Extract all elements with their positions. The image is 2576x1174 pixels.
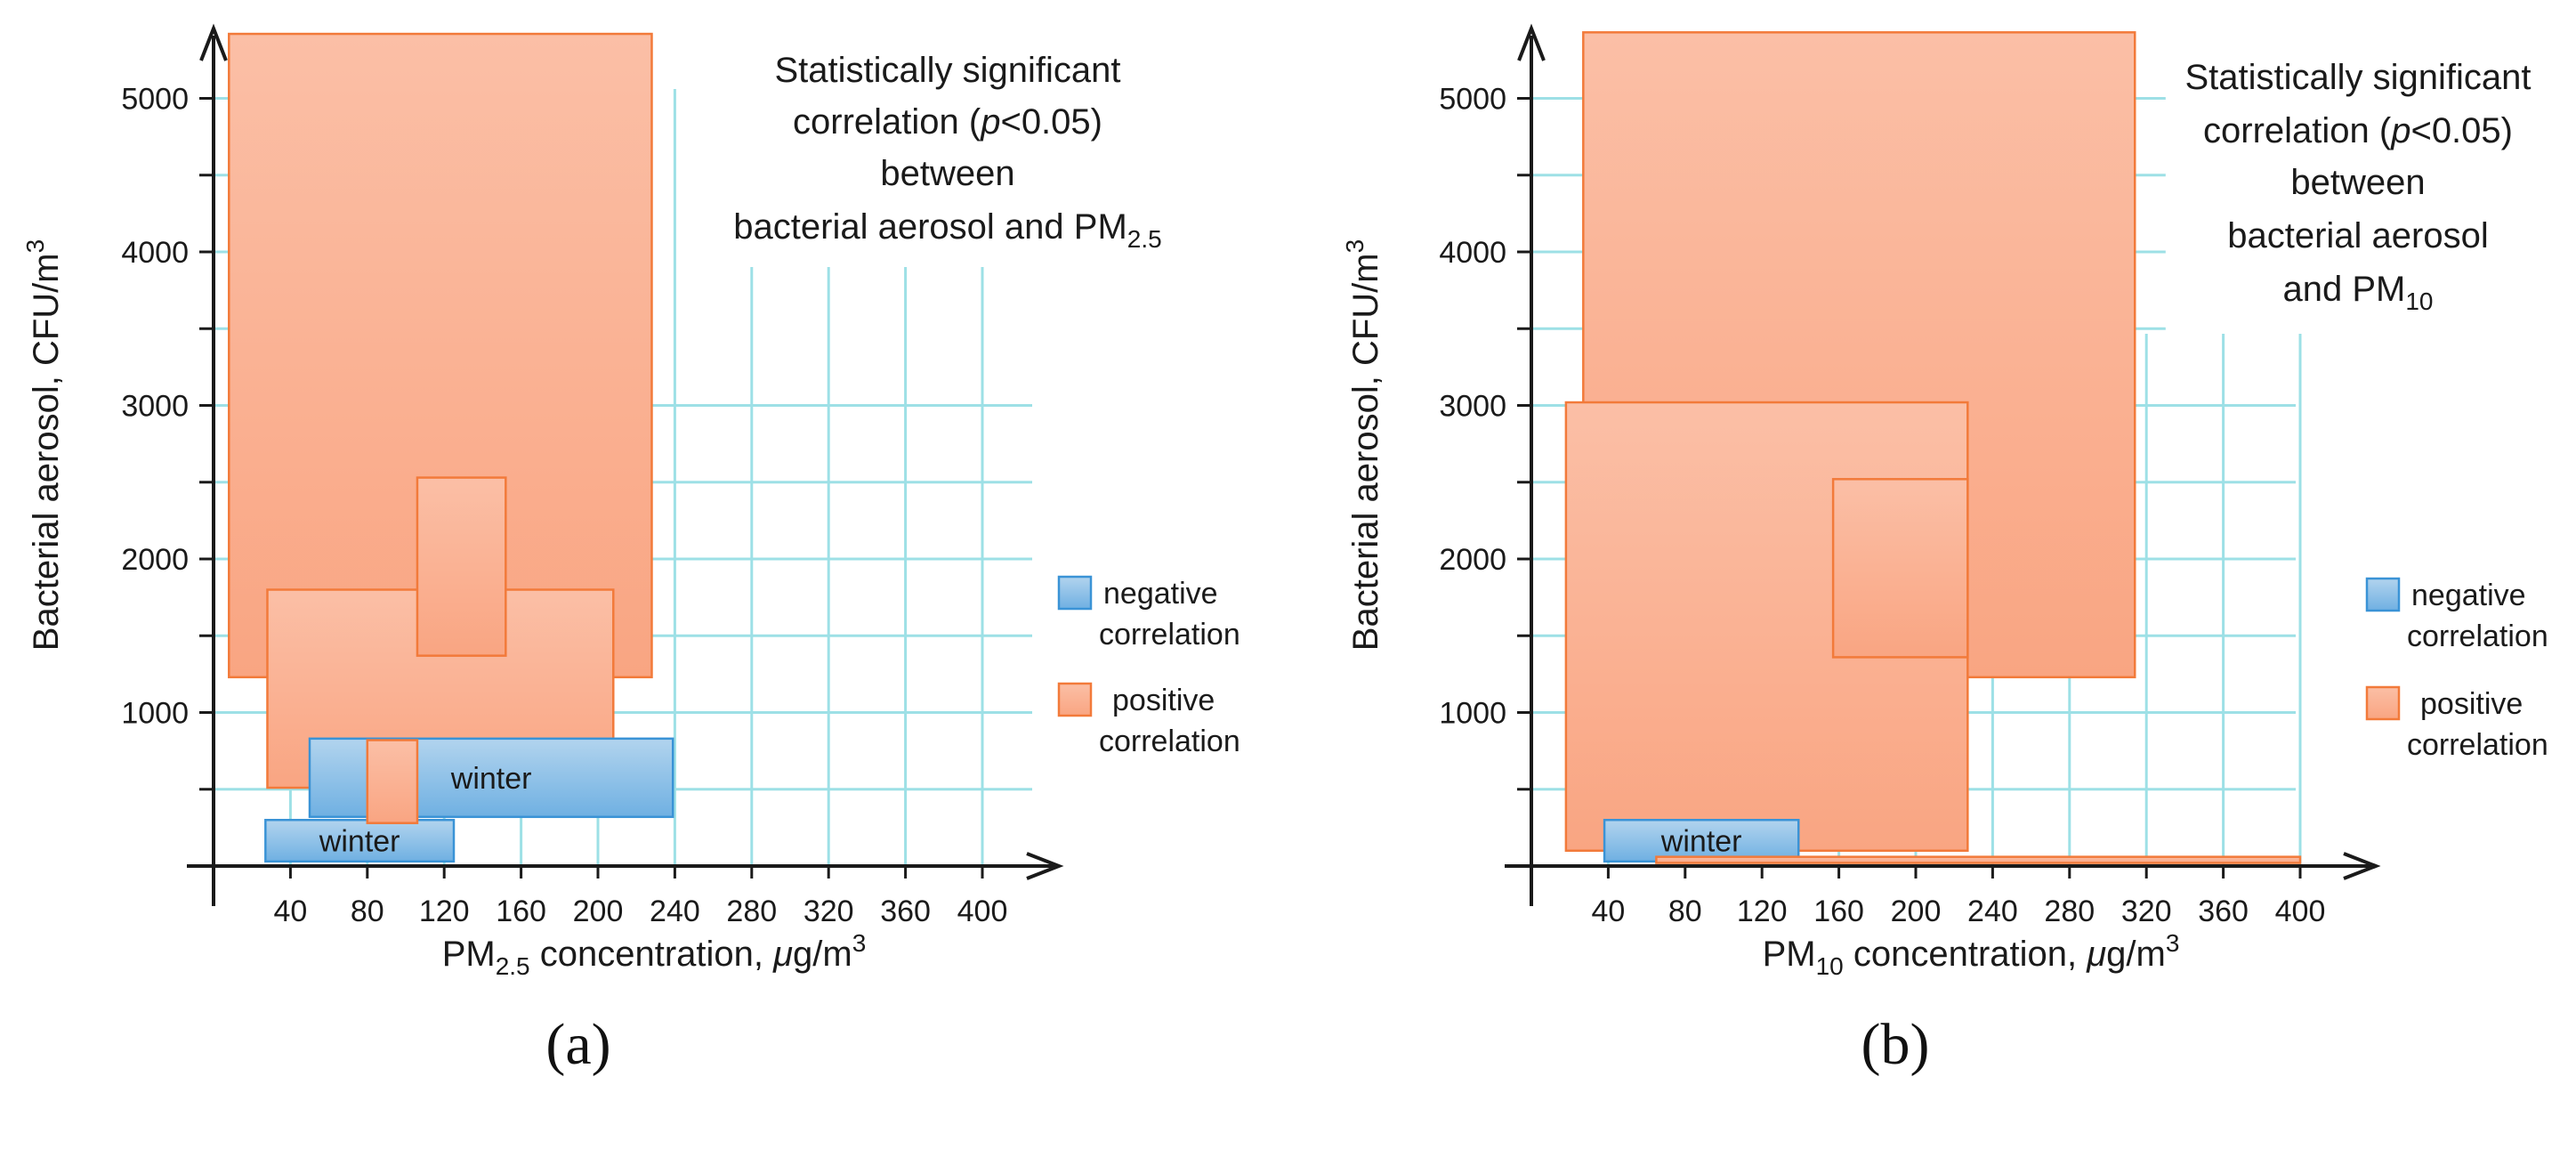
x-axis-arrow bbox=[2343, 852, 2381, 880]
y-tick-label: 2000 bbox=[1439, 543, 1506, 577]
x-tick-label: 120 bbox=[419, 895, 470, 928]
y-tick-label: 3000 bbox=[1439, 390, 1506, 424]
x-tick-label: 40 bbox=[1591, 895, 1625, 928]
legend-label: negative bbox=[2411, 579, 2526, 612]
x-tick-label: 240 bbox=[650, 895, 700, 928]
y-tick-label: 5000 bbox=[1439, 83, 1506, 117]
legend-swatch-positive bbox=[1057, 682, 1093, 717]
y-axis-arrow bbox=[1517, 23, 1546, 61]
y-tick-label: 4000 bbox=[1439, 236, 1506, 270]
x-tick-label: 400 bbox=[2275, 895, 2326, 928]
y-tick-label: 2000 bbox=[121, 543, 189, 577]
chart-panel-a: winter winter 1000 2000 3000 4000 5000 40 80 120 1… bbox=[21, 23, 1240, 1077]
x-tick-label: 320 bbox=[803, 895, 854, 928]
y-tick-label: 5000 bbox=[121, 83, 189, 117]
positive-correlation-box bbox=[1831, 478, 1969, 659]
legend-swatch-negative bbox=[2365, 577, 2401, 612]
legend-swatch-positive bbox=[2365, 685, 2401, 721]
y-tick-label: 3000 bbox=[121, 390, 189, 424]
annotation-line: correlation (p<0.05) bbox=[2203, 111, 2513, 150]
legend-label: positive bbox=[2420, 687, 2523, 721]
y-axis-title: Bacterial aerosol, CFU/m3 bbox=[21, 239, 66, 651]
x-tick-label: 160 bbox=[1813, 895, 1864, 928]
x-tick-label: 80 bbox=[1668, 895, 1702, 928]
x-axis-title: PM10 concentration, μg/m3 bbox=[1763, 929, 2180, 980]
x-tick-label: 280 bbox=[726, 895, 777, 928]
y-axis-arrow bbox=[199, 23, 228, 61]
x-tick-label: 160 bbox=[496, 895, 546, 928]
positive-correlation-box bbox=[1655, 855, 2302, 864]
annotation-line: correlation (p<0.05) bbox=[793, 102, 1102, 142]
box-label-winter: winter bbox=[450, 762, 532, 796]
legend-label: positive bbox=[1112, 684, 1215, 717]
negative-correlation-box bbox=[264, 819, 456, 863]
annotation-line: and PM10 bbox=[2282, 270, 2433, 315]
panel-label: (b) bbox=[1861, 1012, 1930, 1077]
annotation-line: bacterial aerosol bbox=[2227, 216, 2489, 255]
legend: negative correlation positive correlation bbox=[2365, 577, 2548, 762]
legend: negative correlation positive correlation bbox=[1057, 575, 1240, 758]
legend-label: correlation bbox=[1099, 725, 1240, 758]
x-tick-label: 120 bbox=[1737, 895, 1788, 928]
positive-correlation-box bbox=[416, 476, 507, 657]
annotation-line: between bbox=[880, 154, 1014, 193]
annotation-line: bacterial aerosol and PM2.5 bbox=[733, 207, 1161, 253]
legend-label: negative bbox=[1103, 577, 1218, 611]
legend-label: correlation bbox=[2407, 728, 2548, 762]
x-tick-label: 400 bbox=[957, 895, 1008, 928]
annotation-line: Statistically significant bbox=[774, 51, 1120, 90]
x-tick-label: 200 bbox=[1891, 895, 1942, 928]
annotation-line: between bbox=[2290, 163, 2425, 202]
chart-panel-b: winter 1000 2000 3000 4000 5000 40 80 120 160 200 2… bbox=[1341, 23, 2548, 1077]
negative-correlation-box bbox=[1603, 819, 1800, 863]
x-axis-arrow bbox=[1026, 852, 1064, 880]
y-tick-label: 4000 bbox=[121, 236, 189, 270]
x-axis-title: PM2.5 concentration, μg/m3 bbox=[442, 929, 867, 980]
x-tick-label: 320 bbox=[2121, 895, 2172, 928]
x-tick-label: 240 bbox=[1967, 895, 2018, 928]
x-tick-label: 40 bbox=[273, 895, 307, 928]
y-tick-label: 1000 bbox=[121, 697, 189, 731]
x-tick-label: 280 bbox=[2044, 895, 2095, 928]
x-tick-label: 360 bbox=[2198, 895, 2249, 928]
box-label-winter: winter bbox=[319, 825, 400, 859]
positive-correlation-box bbox=[366, 739, 419, 824]
x-tick-label: 80 bbox=[351, 895, 384, 928]
box-label-winter: winter bbox=[1660, 825, 1742, 859]
panel-label: (a) bbox=[545, 1012, 610, 1077]
x-tick-label: 360 bbox=[880, 895, 931, 928]
y-axis-title: Bacterial aerosol, CFU/m3 bbox=[1341, 239, 1385, 651]
annotation-line: Statistically significant bbox=[2184, 58, 2531, 97]
legend-label: correlation bbox=[2407, 619, 2548, 653]
legend-label: correlation bbox=[1099, 618, 1240, 652]
legend-swatch-negative bbox=[1057, 575, 1093, 611]
y-tick-label: 1000 bbox=[1439, 697, 1506, 731]
x-tick-label: 200 bbox=[573, 895, 624, 928]
